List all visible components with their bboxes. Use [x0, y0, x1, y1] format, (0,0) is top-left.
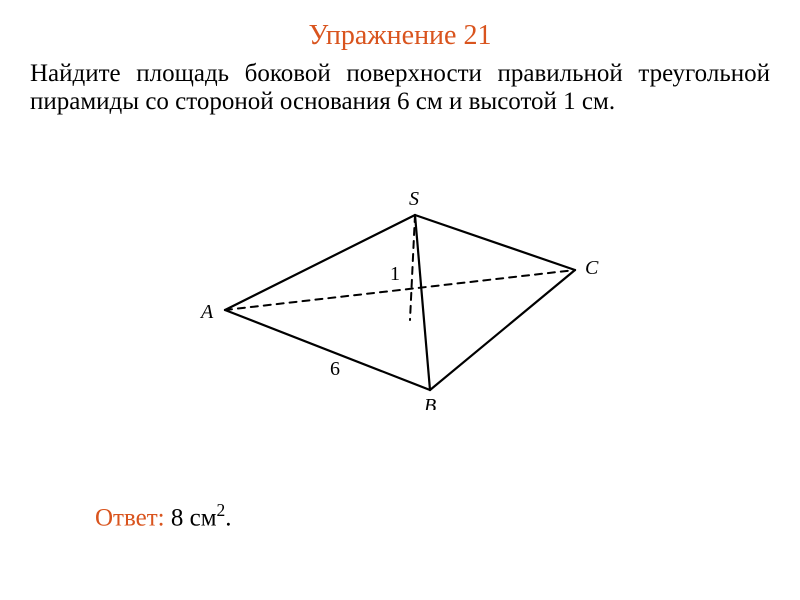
exercise-title: Упражнение 21 — [0, 20, 800, 52]
answer-period: . — [225, 504, 231, 531]
answer-block: Ответ: 8 см2. — [95, 500, 232, 532]
pyramid-figure: A B C S 1 6 — [190, 190, 600, 410]
answer-exponent: 2 — [217, 500, 226, 520]
dim-label-0: 1 — [390, 263, 400, 285]
answer-label: Ответ: — [95, 504, 171, 531]
dim-label-1: 6 — [330, 358, 340, 380]
vertex-label-A: A — [199, 301, 214, 323]
vertex-label-C: C — [585, 257, 599, 279]
problem-statement: Найдите площадь боковой поверхности прав… — [30, 60, 770, 116]
pyramid-svg: A B C S 1 6 — [190, 190, 600, 410]
vertex-label-S: S — [409, 190, 419, 210]
answer-value: 8 см — [171, 504, 217, 531]
vertex-label-B: B — [424, 395, 436, 410]
